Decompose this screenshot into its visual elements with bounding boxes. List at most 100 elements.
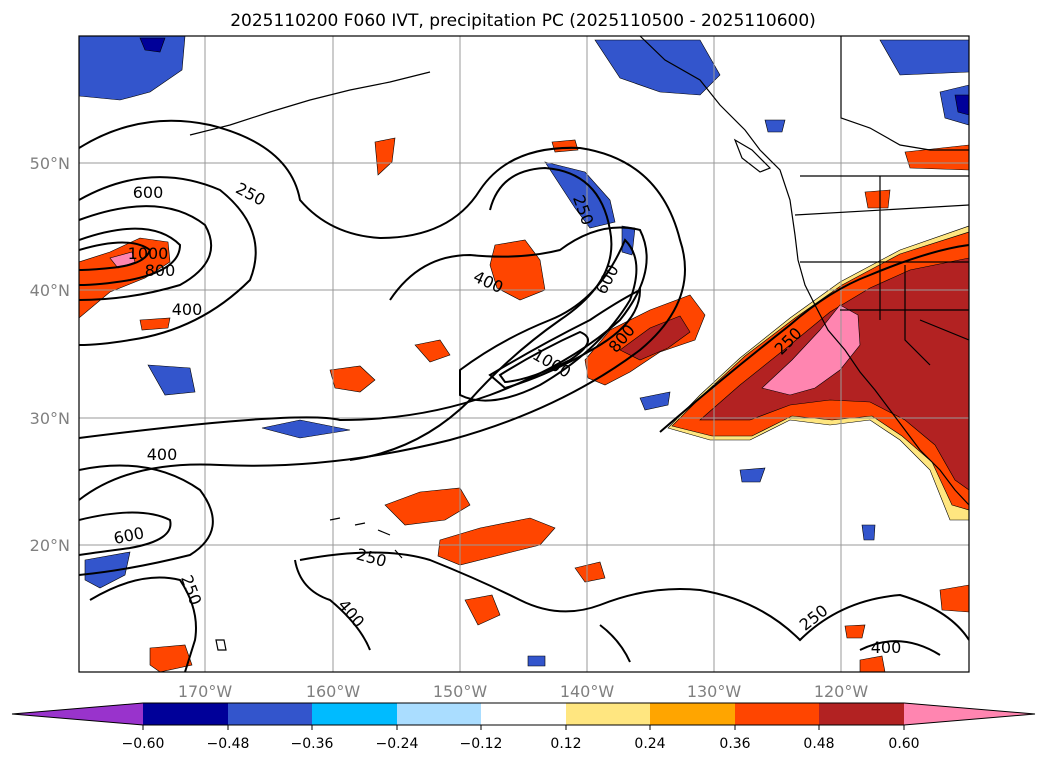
colorbar-extend-left xyxy=(12,703,143,725)
figure-title: 2025110200 F060 IVT, precipitation PC (2… xyxy=(230,11,816,31)
precip-region-negative xyxy=(739,467,766,483)
precip-region-negative xyxy=(954,94,969,116)
lon-label: 130°W xyxy=(687,682,742,701)
precip-region-tropics xyxy=(464,594,501,626)
precip-region-tropics xyxy=(384,487,471,526)
precip-region-negative xyxy=(594,39,721,96)
precip-region-negative xyxy=(544,161,616,229)
precip-region-tropics xyxy=(149,644,193,672)
precip-region-tropics xyxy=(844,624,866,639)
colorbar-segment xyxy=(566,703,650,725)
contour-ar-250 xyxy=(659,244,969,433)
contour-sw-250 xyxy=(89,576,197,672)
contour-400-west xyxy=(79,176,257,346)
colorbar-tick-label: −0.12 xyxy=(460,736,503,752)
contour-label: 800 xyxy=(145,261,176,280)
contour-sw-600 xyxy=(79,511,172,556)
contour-label: 600 xyxy=(133,183,164,202)
island-small xyxy=(215,639,227,651)
colorbar-extend-right xyxy=(904,703,1035,725)
contour-cyclone-800 xyxy=(488,288,642,390)
colorbar-tick-label: 0.24 xyxy=(634,736,665,752)
colorbar-segment xyxy=(312,703,397,725)
colorbar: −0.60 −0.48 −0.36 −0.24 −0.12 0.12 0.24 … xyxy=(11,702,1036,752)
precip-region-tropics xyxy=(574,561,606,583)
contour-sw-400 xyxy=(79,464,214,576)
colorbar-segment xyxy=(735,703,819,725)
contour-cyclone-600 xyxy=(459,238,638,402)
contour-1000-west xyxy=(79,241,152,271)
contour-label: 400 xyxy=(172,300,203,319)
precip-region-tropics xyxy=(939,584,969,613)
contour-label: 400 xyxy=(147,445,178,464)
precip-region-tropics xyxy=(414,339,451,363)
precip-region-negative xyxy=(147,364,196,396)
map-panel: 250 600 1000 800 400 250 400 600 800 100… xyxy=(78,35,970,673)
lat-label: 40°N xyxy=(30,281,70,300)
lon-label: 170°W xyxy=(178,682,233,701)
contour-south-400 xyxy=(294,559,941,663)
colorbar-tick-label: −0.48 xyxy=(207,736,250,752)
contour-cyclone-1000 xyxy=(498,330,589,384)
precip-fill-layer xyxy=(79,36,969,672)
border-canada xyxy=(840,36,969,151)
coastline-north-america xyxy=(639,36,969,506)
longitude-labels: 170°W 160°W 150°W 140°W 130°W 120°W xyxy=(178,682,869,701)
contour-label: 1000 xyxy=(128,244,169,263)
contour-south-250 xyxy=(299,551,969,642)
precip-region-negative xyxy=(861,524,876,541)
colorbar-ticks xyxy=(142,725,905,730)
precip-region-negative xyxy=(879,39,969,76)
contour-label: 400 xyxy=(871,638,902,657)
ivt-contours xyxy=(79,119,969,672)
lat-label: 50°N xyxy=(30,154,70,173)
colorbar-tick-label: 0.60 xyxy=(888,736,919,752)
border-states xyxy=(794,176,969,366)
latitude-labels: 50°N 40°N 30°N 20°N xyxy=(30,154,70,555)
precip-region-tropics xyxy=(551,139,579,153)
colorbar-segment xyxy=(228,703,312,725)
island-vancouver xyxy=(733,138,772,173)
precip-region-tropics xyxy=(374,137,396,176)
precip-region-west xyxy=(79,237,171,319)
lon-label: 160°W xyxy=(306,682,361,701)
contour-600-west xyxy=(79,205,213,301)
map-frame xyxy=(78,35,970,673)
island-hawaii xyxy=(329,517,403,559)
aleutians xyxy=(189,71,431,136)
precip-region-offshore xyxy=(619,315,691,361)
lon-label: 120°W xyxy=(814,682,869,701)
contour-800-west xyxy=(79,227,182,286)
precip-region-west xyxy=(139,317,171,331)
lon-label: 140°W xyxy=(560,682,615,701)
colorbar-tick-label: 0.36 xyxy=(719,736,750,752)
contour-cyclone-400 xyxy=(79,226,648,439)
precip-region-negative xyxy=(764,119,786,133)
colorbar-tick-label: −0.36 xyxy=(291,736,334,752)
precip-region-negative xyxy=(261,419,351,439)
graticule xyxy=(79,36,969,672)
precip-region-negative xyxy=(527,655,546,667)
colorbar-segment xyxy=(819,703,904,725)
colorbar-tick-label: −0.24 xyxy=(376,736,419,752)
contour-250-west xyxy=(79,119,686,501)
coastlines xyxy=(189,36,969,651)
precip-region-ar-max xyxy=(761,304,861,396)
precip-region-negative xyxy=(139,37,166,53)
lat-label: 20°N xyxy=(30,536,70,555)
colorbar-tick-label: 0.48 xyxy=(803,736,834,752)
precip-region-tropics xyxy=(864,189,891,209)
precip-region-negative xyxy=(84,551,131,589)
colorbar-segment xyxy=(481,703,566,725)
colorbar-segment xyxy=(650,703,735,725)
precip-region-tropics xyxy=(329,365,376,393)
lat-label: 30°N xyxy=(30,409,70,428)
colorbar-tick-label: 0.12 xyxy=(550,736,581,752)
precip-region-tropics xyxy=(859,655,886,672)
lon-label: 150°W xyxy=(433,682,488,701)
colorbar-segment xyxy=(143,703,228,725)
colorbar-tick-label: −0.60 xyxy=(122,736,165,752)
precip-region-negative xyxy=(639,391,671,411)
colorbar-segment xyxy=(397,703,481,725)
